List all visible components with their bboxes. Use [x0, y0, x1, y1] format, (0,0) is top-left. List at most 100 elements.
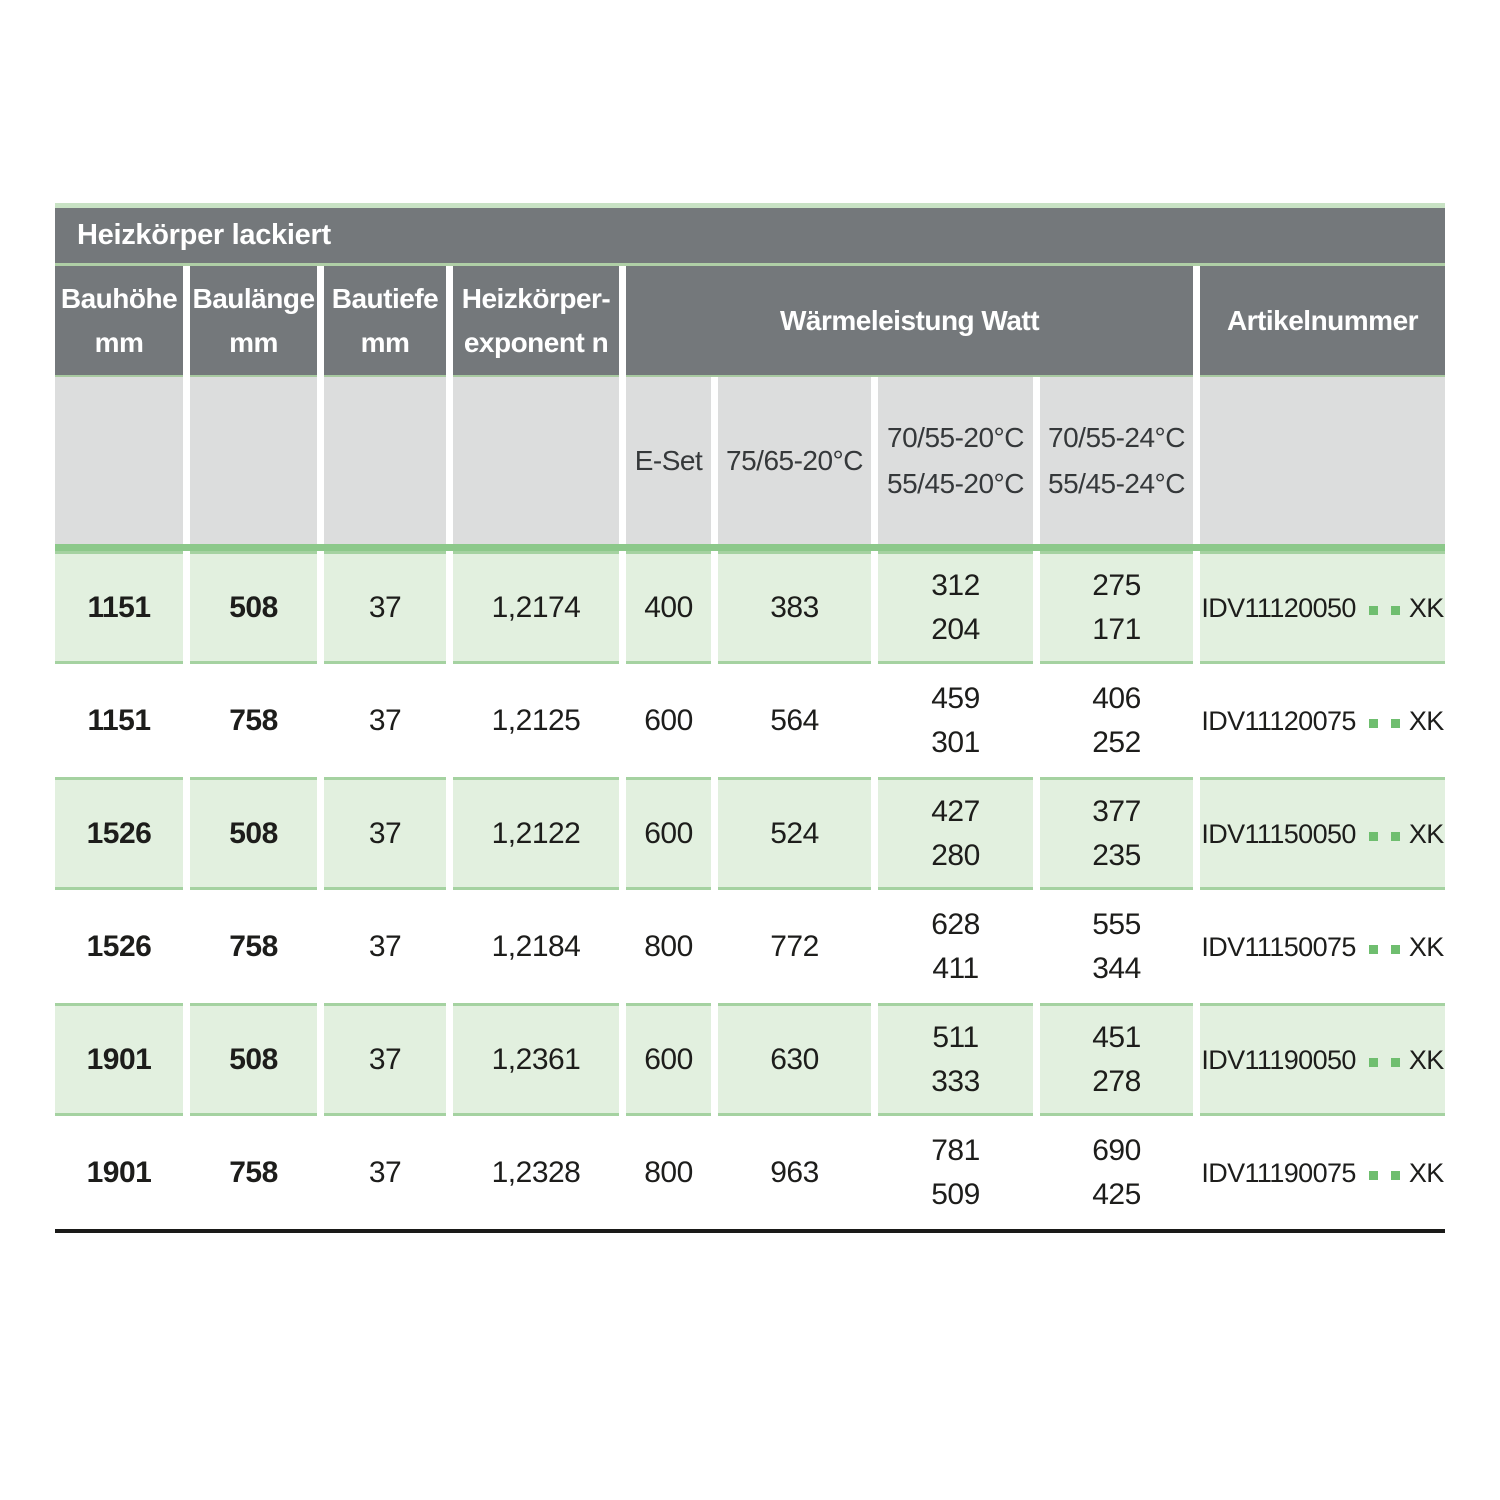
cell-watt-7055-24: 377 235 — [1040, 777, 1193, 890]
col-header-unit: mm — [94, 326, 144, 358]
col-header-label: Heizkörper- — [461, 282, 611, 314]
table-row-6: 1901 758 37 1,2328 800 963 781 509 690 4… — [55, 1116, 1445, 1229]
cell-watt-7055-20: 459 301 — [878, 664, 1033, 777]
subcol-7055-20: 70/55-20°C 55/45-20°C — [878, 377, 1033, 544]
cell-eset: 600 — [626, 777, 711, 890]
watt-line1: 511 — [932, 1020, 979, 1054]
artikel-suffix: XK — [1408, 931, 1444, 962]
table-title: Heizkörper lackiert — [77, 219, 331, 251]
table-row-2: 1151 758 37 1,2125 600 564 459 301 406 2… — [55, 664, 1445, 777]
col-header-bauhoehe: Bauhöhe mm — [55, 266, 183, 377]
col-header-artikelnummer: Artikelnummer — [1200, 266, 1445, 377]
cell-baulaenge: 508 — [190, 551, 317, 664]
col-header-unit: mm — [229, 326, 278, 358]
artikel-suffix: XK — [1408, 592, 1444, 623]
col-header-waermeleistung: Wärmeleistung Watt — [626, 266, 1193, 377]
subheader-spacer-bautiefe — [324, 377, 446, 544]
watt-line1: 459 — [931, 681, 980, 715]
subcol-7055-24: 70/55-24°C 55/45-24°C — [1040, 377, 1193, 544]
watt-line2: 252 — [1092, 725, 1141, 759]
watt-line2: 344 — [1092, 951, 1141, 985]
header-row: Bauhöhe mm Baulänge mm Bautiefe mm Heizk… — [55, 266, 1445, 377]
subcol-7565-20: 75/65-20°C — [718, 377, 871, 544]
subheader-spacer-exponent — [453, 377, 619, 544]
subheader-spacer-bauhoehe — [55, 377, 183, 544]
cell-artikelnummer: IDV11150075 XK — [1200, 890, 1445, 1003]
cell-bauhoehe: 1151 — [87, 703, 151, 737]
watt-line2: 235 — [1092, 838, 1141, 872]
col-header-label: Bauhöhe — [60, 282, 178, 314]
subheader-spacer-artikel — [1200, 377, 1445, 544]
cell-bautiefe: 37 — [368, 929, 402, 963]
cell-baulaenge: 758 — [229, 929, 278, 963]
subcol-label: 70/55-24°C — [1048, 421, 1185, 453]
cell-watt-7055-24: 406 252 — [1040, 664, 1193, 777]
cell-exponent: 1,2125 — [491, 703, 581, 737]
cell-eset: 800 — [644, 929, 693, 963]
green-dots-icon — [1368, 1171, 1400, 1180]
col-header-unit: mm — [360, 326, 410, 358]
artikel-prefix: IDV11120050 — [1201, 592, 1356, 623]
watt-line2: 278 — [1092, 1064, 1141, 1098]
cell-bauhoehe: 1526 — [55, 777, 183, 890]
cell-watt-7055-20: 312 204 — [878, 551, 1033, 664]
cell-eset: 600 — [626, 1003, 711, 1116]
artikel-prefix: IDV11190075 — [1201, 1157, 1356, 1188]
radiator-spec-table: Heizkörper lackiert Bauhöhe mm Baulänge … — [55, 203, 1445, 1233]
table-row-5: 1901 508 37 1,2361 600 630 511 333 451 2… — [55, 1003, 1445, 1116]
watt-line1: 690 — [1092, 1133, 1141, 1167]
table-row-4: 1526 758 37 1,2184 800 772 628 411 555 3… — [55, 890, 1445, 1003]
cell-exponent: 1,2174 — [453, 551, 619, 664]
subcol-label: E-Set — [634, 444, 703, 476]
cell-bautiefe: 37 — [324, 777, 446, 890]
subheader-row: E-Set 75/65-20°C 70/55-20°C 55/45-20°C 7… — [55, 377, 1445, 544]
cell-eset: 400 — [626, 551, 711, 664]
green-dots-icon — [1368, 1058, 1400, 1067]
watt-line2: 204 — [931, 612, 980, 646]
watt-line1: 406 — [1092, 681, 1141, 715]
cell-artikelnummer: IDV11120050 XK — [1200, 551, 1445, 664]
artikel-suffix: XK — [1408, 818, 1444, 849]
cell-watt-7055-20: 511 333 — [878, 1003, 1033, 1116]
cell-watt-7565: 772 — [770, 929, 819, 963]
cell-exponent: 1,2184 — [491, 929, 581, 963]
table-row-1: 1151 508 37 1,2174 400 383 312 204 275 1… — [55, 551, 1445, 664]
subcol-label2: 55/45-24°C — [1048, 467, 1185, 499]
cell-baulaenge: 508 — [190, 777, 317, 890]
green-dots-icon — [1368, 719, 1400, 728]
cell-baulaenge: 758 — [229, 703, 278, 737]
cell-bautiefe: 37 — [368, 703, 402, 737]
watt-line2: 301 — [931, 725, 980, 759]
cell-exponent: 1,2328 — [491, 1155, 581, 1189]
subcol-label2: 55/45-20°C — [887, 467, 1024, 499]
col-header-label: Bautiefe — [331, 282, 439, 314]
cell-watt-7565: 630 — [718, 1003, 871, 1116]
subheader-spacer-baulaenge — [190, 377, 317, 544]
cell-bautiefe: 37 — [324, 1003, 446, 1116]
cell-eset: 800 — [644, 1155, 693, 1189]
cell-watt-7055-20: 628 411 — [878, 890, 1033, 1003]
bottom-rule — [55, 1229, 1445, 1233]
col-header-exponent: Heizkörper- exponent n — [453, 266, 619, 377]
watt-line1: 312 — [931, 568, 980, 602]
cell-bauhoehe: 1901 — [55, 1003, 183, 1116]
green-dots-icon — [1368, 606, 1400, 615]
cell-bauhoehe: 1526 — [86, 929, 152, 963]
artikel-prefix: IDV11150075 — [1201, 931, 1356, 962]
watt-line1: 781 — [931, 1133, 980, 1167]
cell-watt-7055-24: 690 425 — [1040, 1116, 1193, 1229]
watt-line1: 377 — [1092, 794, 1141, 828]
col-header-label: Wärmeleistung Watt — [779, 304, 1040, 336]
cell-watt-7565: 963 — [770, 1155, 819, 1189]
watt-line2: 333 — [931, 1064, 980, 1098]
artikel-prefix: IDV11190050 — [1201, 1044, 1356, 1075]
subcol-label: 70/55-20°C — [887, 421, 1024, 453]
cell-exponent: 1,2361 — [453, 1003, 619, 1116]
cell-bauhoehe: 1151 — [55, 551, 183, 664]
cell-bautiefe: 37 — [368, 1155, 402, 1189]
cell-watt-7565: 383 — [718, 551, 871, 664]
cell-artikelnummer: IDV11150050 XK — [1200, 777, 1445, 890]
cell-artikelnummer: IDV11120075 XK — [1200, 664, 1445, 777]
top-divider — [55, 203, 1445, 208]
